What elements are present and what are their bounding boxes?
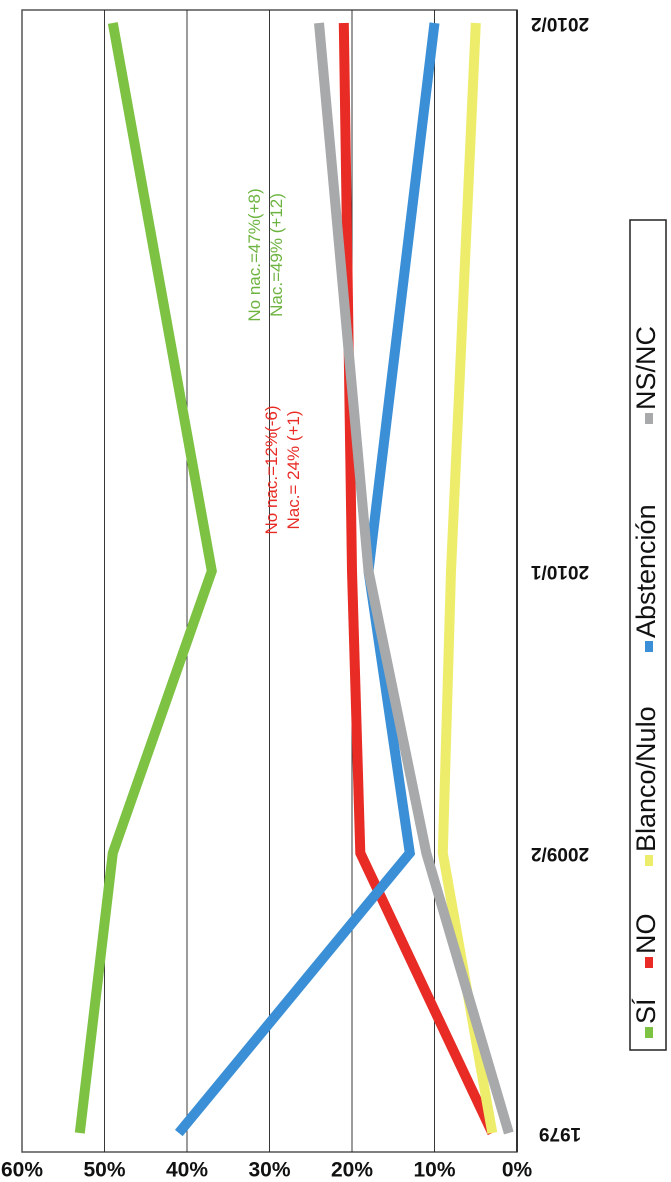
legend-swatch xyxy=(645,855,653,866)
x-tick-label: 2009/2 xyxy=(531,843,589,864)
annotation-1: Nac.= 24% (+1)No nac.=12%(-6) xyxy=(262,406,303,535)
legend-swatch xyxy=(645,641,653,652)
annotation-line: Nac.=49% (+12) xyxy=(267,193,286,317)
series-line-0 xyxy=(74,22,217,1134)
annotation-line: No nac.=12%(-6) xyxy=(262,406,281,535)
x-tick-label: 1979 xyxy=(539,1123,581,1144)
y-tick-label: 20% xyxy=(331,1159,373,1182)
series-line-3 xyxy=(174,22,440,1137)
legend-box xyxy=(629,219,667,1051)
legend-label: NS/NC xyxy=(631,326,661,410)
x-tick-label: 2010/2 xyxy=(531,13,589,34)
y-tick-label: 10% xyxy=(413,1159,455,1182)
legend: SÍ NO Blanco/Nulo Abstención NS/NC xyxy=(631,326,661,1038)
legend-label: Abstención xyxy=(631,504,661,638)
annotation-0: Nac.=49% (+12)No nac.=47%(+8) xyxy=(245,188,286,321)
y-tick-label: 40% xyxy=(166,1159,208,1182)
annotation-line: Nac.= 24% (+1) xyxy=(284,410,303,529)
y-tick-label: 50% xyxy=(83,1159,125,1182)
y-tick-label: 60% xyxy=(1,1159,43,1182)
legend-swatch xyxy=(645,413,653,424)
series-line-4 xyxy=(314,22,514,1135)
y-tick-label: 0% xyxy=(502,1159,533,1182)
legend-swatch xyxy=(645,1027,653,1038)
legend-swatch xyxy=(645,957,653,968)
legend-label: SÍ xyxy=(631,998,661,1024)
annotation-line: No nac.=47%(+8) xyxy=(245,188,264,321)
legend-label: Blanco/Nulo xyxy=(631,706,661,852)
y-tick-label: 30% xyxy=(248,1159,290,1182)
x-tick-label: 2010/1 xyxy=(531,561,590,582)
legend-label: NO xyxy=(631,914,661,955)
